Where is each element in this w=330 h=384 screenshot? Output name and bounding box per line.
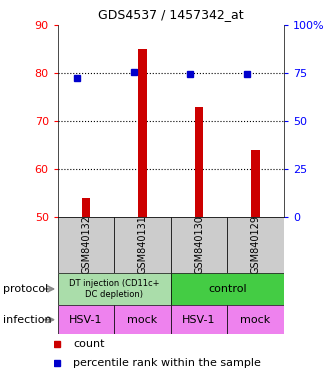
Bar: [227, 217, 284, 273]
Text: GSM840130: GSM840130: [194, 215, 204, 274]
Bar: [58, 217, 114, 273]
Bar: [171, 217, 227, 273]
Bar: [171, 305, 227, 334]
Bar: [251, 150, 260, 217]
Title: GDS4537 / 1457342_at: GDS4537 / 1457342_at: [98, 8, 244, 21]
Text: percentile rank within the sample: percentile rank within the sample: [73, 358, 261, 368]
Text: count: count: [73, 339, 105, 349]
Text: HSV-1: HSV-1: [69, 314, 103, 325]
Text: protocol: protocol: [3, 284, 49, 294]
Bar: [114, 217, 171, 273]
Text: HSV-1: HSV-1: [182, 314, 216, 325]
Text: GSM840132: GSM840132: [81, 215, 91, 274]
Bar: [195, 107, 203, 217]
Bar: [82, 198, 90, 217]
Text: DT injection (CD11c+
DC depletion): DT injection (CD11c+ DC depletion): [69, 279, 159, 299]
Bar: [58, 305, 114, 334]
Text: mock: mock: [241, 314, 271, 325]
Bar: [227, 305, 284, 334]
Text: GSM840131: GSM840131: [138, 215, 148, 274]
Bar: [114, 305, 171, 334]
Text: mock: mock: [127, 314, 158, 325]
Bar: [138, 49, 147, 217]
Text: GSM840129: GSM840129: [250, 215, 261, 274]
Bar: [171, 273, 284, 305]
Bar: [58, 273, 171, 305]
Text: infection: infection: [3, 314, 52, 325]
Text: control: control: [208, 284, 247, 294]
